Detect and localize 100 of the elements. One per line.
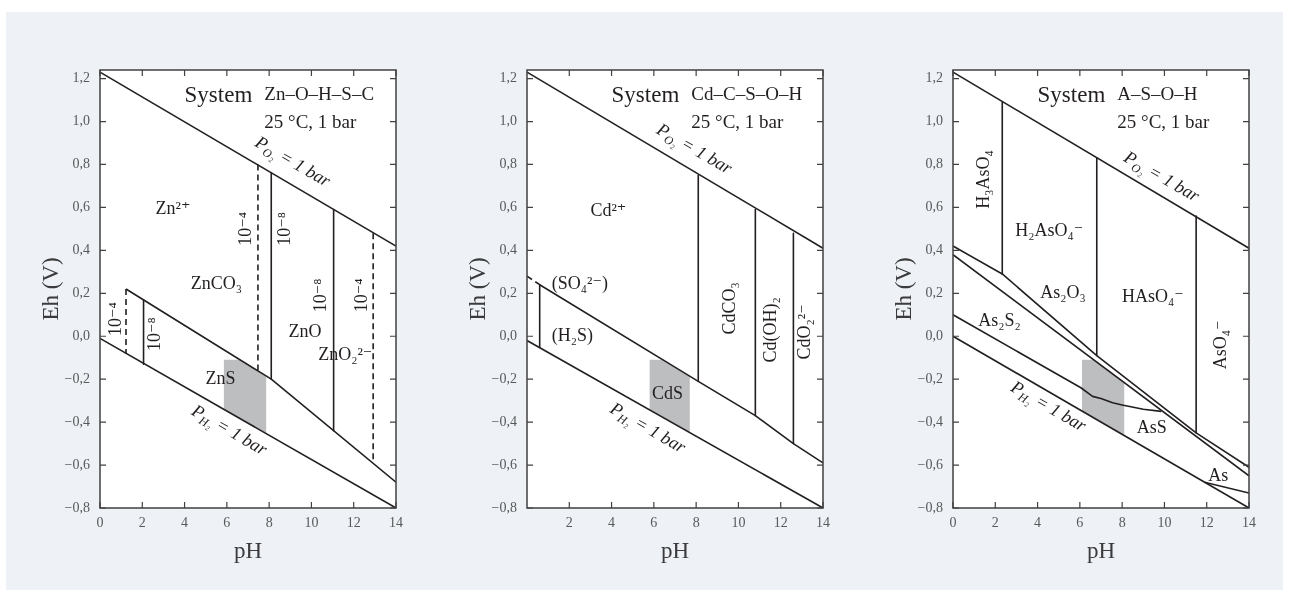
x-tick-label: 4 [181, 515, 189, 531]
y-tick-label: −0,6 [64, 456, 90, 472]
y-tick-label: 1,2 [499, 70, 517, 86]
y-tick-label: −0,8 [917, 499, 943, 515]
annotation: PH₂ = 1 bar [1006, 375, 1091, 436]
annotation: CdS [652, 382, 684, 403]
y-tick-label: 0,6 [499, 199, 517, 215]
text: System [184, 82, 253, 108]
annotation: (H₂S) [551, 324, 594, 346]
annotation: PO₂ = 1 bar [1119, 146, 1204, 207]
annotation: CdO₂²⁻ [793, 304, 814, 360]
y-axis-title: Eh (V) [891, 257, 917, 321]
x-tick-label: 6 [650, 515, 658, 531]
y-tick-label: 0,2 [499, 284, 517, 300]
text: System [611, 82, 680, 108]
y-tick-label: 0,6 [72, 199, 90, 215]
annotation: ZnCO₃ [190, 273, 242, 294]
annotation: (SO₄²⁻) [551, 273, 608, 295]
x-tick-label: 0 [949, 515, 957, 531]
annotation: PH₂ = 1 bar [187, 399, 272, 460]
y-tick-label: 1,0 [499, 113, 517, 129]
x-tick-label: 10 [1157, 515, 1172, 531]
annotation: HAsO₄⁻ [1121, 286, 1184, 307]
annotation: 25 °C, 1 bar [1117, 110, 1210, 132]
x-tick-label: 2 [138, 515, 146, 531]
x-tick-label: 8 [1118, 515, 1126, 531]
x-tick-label: 8 [265, 515, 273, 531]
annotation: 25 °C, 1 bar [264, 110, 357, 132]
x-axis-title: pH [1086, 538, 1116, 564]
x-tick-label: 2 [991, 515, 999, 531]
y-tick-label: 0,4 [499, 242, 517, 258]
y-tick-label: −0,4 [917, 413, 943, 429]
y-tick-label: −0,2 [64, 370, 90, 386]
annotation: As₂O₃ [1040, 282, 1086, 303]
text: System [1037, 82, 1106, 108]
y-tick-label: 1,2 [72, 70, 90, 86]
x-tick-label: 10 [731, 515, 746, 531]
x-axis-title: pH [660, 538, 690, 564]
annotation: H₂AsO₄⁻ [1015, 219, 1084, 240]
y-tick-label: 0,4 [925, 242, 943, 258]
x-tick-label: 12 [1199, 515, 1214, 531]
annotation: H₃AsO₄ [973, 150, 994, 209]
y-tick-label: 0,8 [72, 156, 90, 172]
x-tick-label: 8 [692, 515, 700, 531]
x-tick-label: 14 [389, 515, 403, 531]
annotation: ZnO [288, 320, 322, 341]
y-tick-label: 0,0 [72, 327, 90, 343]
y-tick-label: 0,2 [925, 284, 943, 300]
y-tick-label: 0,8 [499, 156, 517, 172]
x-tick-label: 6 [1076, 515, 1084, 531]
annotation: ZnS [205, 367, 236, 388]
y-tick-label: −0,2 [917, 370, 943, 386]
annotation: As₂S₂ [978, 309, 1021, 330]
x-tick-label: 2 [565, 515, 573, 531]
annotation: Zn²⁺ [155, 198, 191, 219]
x-tick-label: 6 [223, 515, 231, 531]
x-tick-label: 12 [346, 515, 361, 531]
annotation: Cd(OH)₂ [759, 297, 781, 363]
annotation: 10⁻⁴ [350, 278, 371, 313]
annotation: Cd²⁺ [590, 200, 627, 221]
y-tick-label: −0,6 [491, 456, 517, 472]
annotation: 10⁻⁸ [273, 211, 294, 246]
y-tick-label: 0,2 [72, 284, 90, 300]
x-tick-label: 4 [608, 515, 616, 531]
annotation: 10⁻⁴ [104, 302, 125, 336]
y-axis-title: Eh (V) [38, 257, 64, 321]
y-tick-label: 0,6 [925, 199, 943, 215]
text: Cd–C–S–O–H [691, 82, 803, 104]
y-tick-label: 1,0 [72, 113, 90, 129]
y-tick-label: 1,2 [925, 70, 943, 86]
annotation: CdCO₃ [718, 282, 739, 335]
x-axis-title: pH [233, 538, 263, 564]
annotation: As [1208, 464, 1229, 485]
y-tick-label: −0,4 [491, 413, 517, 429]
y-tick-label: −0,8 [64, 499, 90, 515]
text: A–S–O–H [1117, 82, 1198, 104]
y-tick-label: 0,0 [925, 327, 943, 343]
y-tick-label: 1,0 [925, 113, 943, 129]
y-tick-label: −0,6 [917, 456, 943, 472]
y-tick-label: −0,8 [491, 499, 517, 515]
x-tick-label: 4 [1034, 515, 1042, 531]
y-tick-label: −0,4 [64, 413, 90, 429]
y-tick-label: 0,4 [72, 242, 90, 258]
x-tick-label: 14 [816, 515, 830, 531]
annotation: 10⁻⁸ [309, 278, 330, 313]
annotation: 10⁻⁴ [234, 211, 255, 246]
y-tick-label: 0,0 [499, 327, 517, 343]
x-tick-label: 10 [304, 515, 319, 531]
x-tick-label: 0 [96, 515, 104, 531]
y-tick-label: 0,8 [925, 156, 943, 172]
annotation: AsS [1136, 417, 1167, 438]
annotation: AsO₄⁻ [1210, 320, 1231, 370]
annotation: 10⁻⁸ [143, 317, 164, 351]
y-tick-label: −0,2 [491, 370, 517, 386]
annotation: 25 °C, 1 bar [691, 110, 784, 132]
y-axis-title: Eh (V) [465, 257, 491, 321]
annotation: PO₂ = 1 bar [251, 131, 335, 192]
x-tick-label: 14 [1242, 515, 1256, 531]
text: Zn–O–H–S–C [264, 82, 375, 104]
x-tick-label: 12 [773, 515, 788, 531]
